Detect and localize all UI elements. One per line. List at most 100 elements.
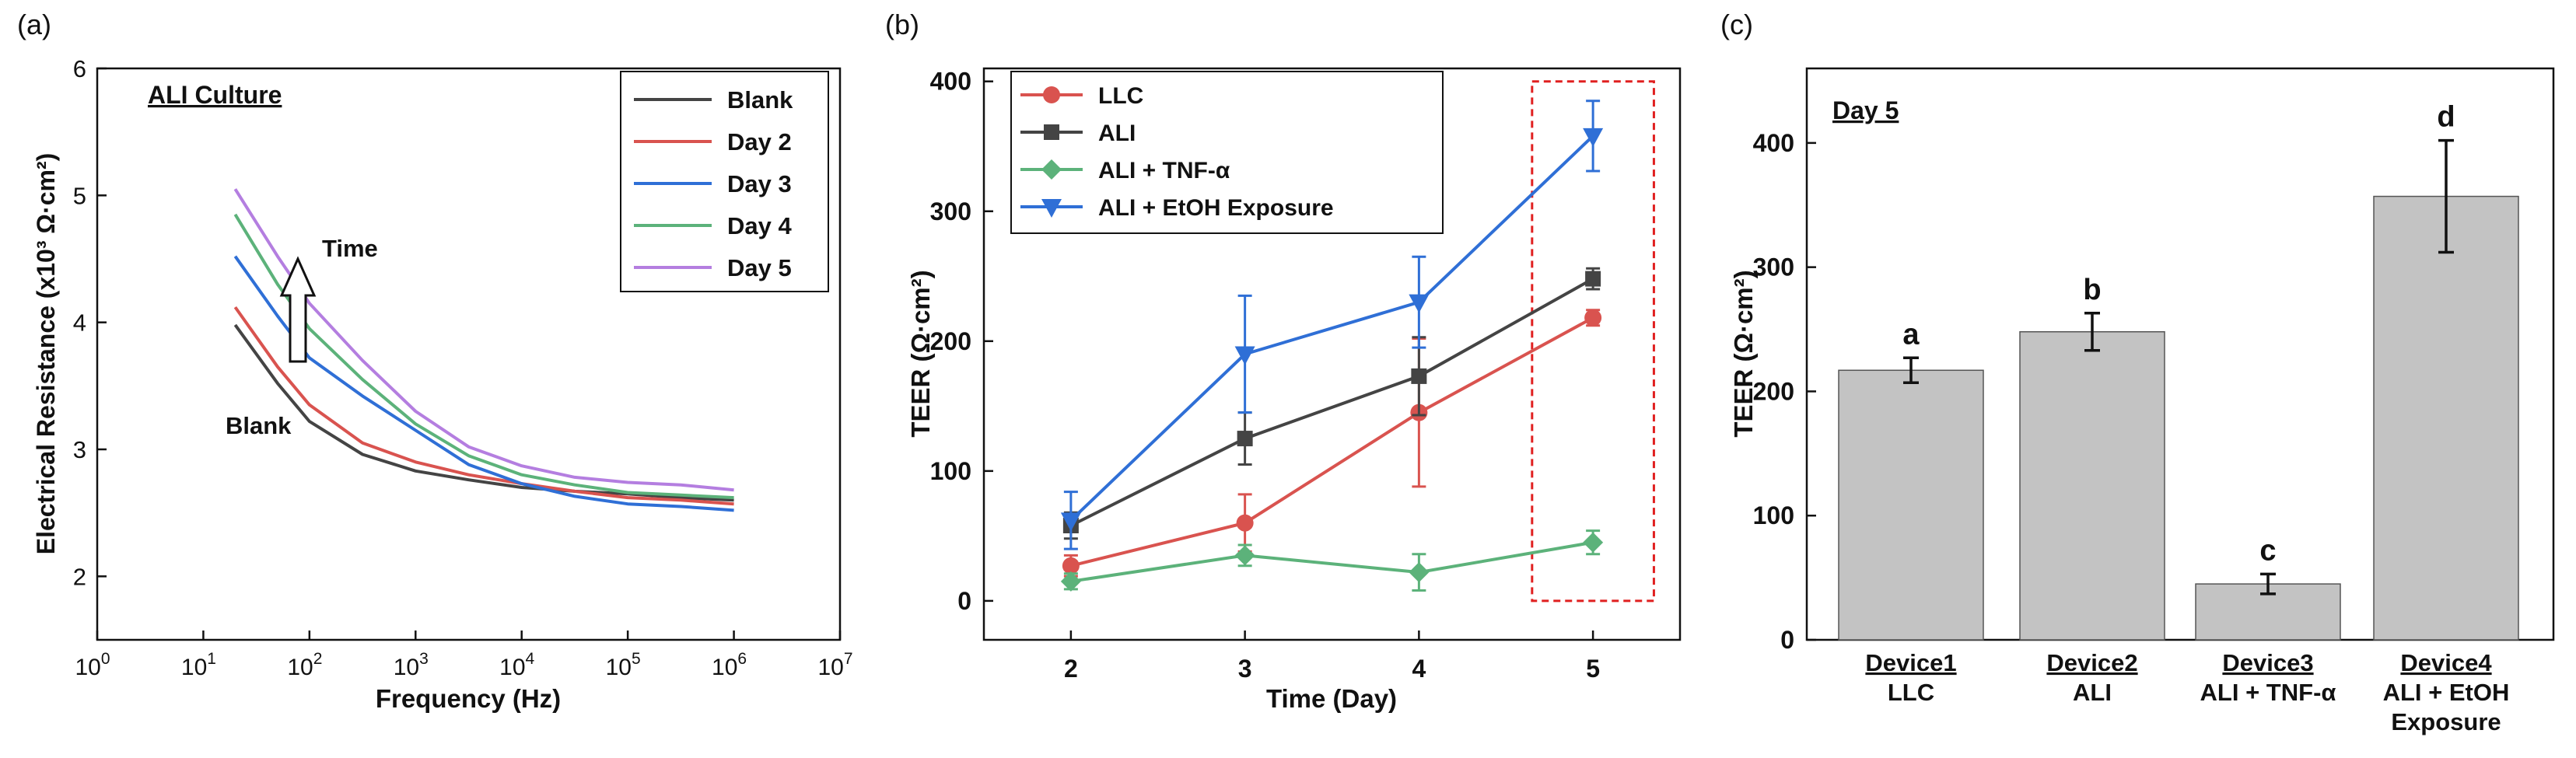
- bar: [2019, 330, 2165, 641]
- panel-b-series: [1060, 100, 1604, 592]
- x-tick-exponent: 2: [313, 650, 323, 668]
- significance-letter: d: [2437, 101, 2455, 134]
- panel-c-x-labels: Device1 LLC Device2 ALI Device3 ALI + TNF-α De…: [1865, 649, 2509, 735]
- x-tick-base: 10: [394, 655, 419, 680]
- panel-b-y-ticks: 0 100 200 300 400: [930, 68, 993, 615]
- data-point: [1236, 514, 1254, 532]
- x-tick-label: 100: [75, 650, 110, 680]
- panel-c-plot-frame: [1805, 67, 2555, 641]
- bar-group-device2: b: [2019, 274, 2165, 641]
- panel-b-legend-box: [1010, 71, 1444, 234]
- data-point: [1062, 557, 1080, 575]
- y-tick-label: 300: [930, 197, 971, 225]
- series-ali-etoh-exposure: [1060, 100, 1604, 550]
- panel-a-annotation-title: ALI Culture: [148, 81, 282, 109]
- y-tick-label: 0: [957, 587, 971, 615]
- y-tick-label: 2: [73, 563, 86, 590]
- x-tick-exponent: 4: [526, 650, 535, 668]
- series-line: [1070, 316, 1594, 568]
- series-line-blank: [233, 323, 734, 502]
- x-tick-label: 104: [499, 650, 534, 680]
- y-tick-label: 6: [73, 55, 86, 82]
- x-tick-label: 5: [1586, 655, 1600, 683]
- legend-label: ALI + EtOH Exposure: [1098, 195, 1334, 221]
- bar-group-device4: d: [2373, 101, 2519, 641]
- category-condition-label-2: Exposure: [2391, 708, 2501, 735]
- category-device-label: Device3: [2222, 649, 2313, 676]
- panel-b-plot-frame: [982, 67, 1682, 641]
- x-tick-label: 3: [1238, 655, 1252, 683]
- time-annotation: Time: [322, 235, 378, 262]
- legend-label: ALI: [1098, 121, 1136, 146]
- category-condition-label: ALI + EtOH: [2383, 679, 2510, 706]
- legend-swatch-marker: [1043, 86, 1060, 103]
- series-line-day-2: [233, 306, 734, 506]
- panel-a-legend-items: Blank Day 2 Day 3 Day 4 Day 5: [634, 86, 793, 281]
- legend-label: Blank: [727, 86, 793, 114]
- y-tick-label: 400: [930, 68, 971, 96]
- panel-c-annotation-title: Day 5: [1832, 96, 1899, 124]
- x-tick-base: 10: [287, 655, 313, 680]
- y-tick-label: 0: [1780, 626, 1794, 654]
- y-tick-label: 100: [930, 457, 971, 485]
- x-tick-label: 2: [1064, 655, 1078, 683]
- panel-a-x-axis-label: Frequency (Hz): [376, 684, 561, 713]
- x-tick-label: 107: [817, 650, 852, 680]
- x-tick-exponent: 0: [101, 650, 110, 668]
- x-tick-base: 10: [817, 655, 843, 680]
- panel-b-legend: LLC ALI ALI + TNF-α ALI + EtOH Exposure: [1010, 71, 1444, 234]
- x-tick-base: 10: [499, 655, 525, 680]
- day5-highlight-box: [1531, 80, 1655, 603]
- category-device-label: Device1: [1865, 649, 1956, 676]
- data-point: [1583, 127, 1604, 147]
- legend-label: Day 5: [727, 254, 792, 281]
- panel-a-legend-box: [620, 71, 829, 292]
- legend-label: Day 4: [727, 212, 792, 239]
- legend-swatch-marker: [1044, 124, 1059, 140]
- panel-c-y-axis-label: TEER (Ω·cm²): [1729, 270, 1758, 437]
- legend-label: ALI + TNF-α: [1098, 158, 1230, 183]
- y-tick-label: 5: [73, 182, 86, 209]
- x-tick-base: 10: [606, 655, 632, 680]
- panel-b-y-axis-label: TEER (Ω·cm²): [906, 270, 935, 437]
- panel-a: (a) ALI Culture 100 101 102 103 104 105 106 107…: [17, 9, 853, 713]
- panel-a-x-ticks: 100 101 102 103 104 105 106 107: [75, 631, 853, 680]
- x-tick-base: 10: [712, 655, 737, 680]
- legend-swatch-marker: [1041, 199, 1062, 218]
- panel-b-x-ticks: 2 3 4 5: [1064, 631, 1600, 683]
- significance-letter: c: [2259, 534, 2276, 567]
- panel-a-label: (a): [17, 9, 51, 40]
- panel-c-label: (c): [1720, 9, 1753, 40]
- category-device-label: Device2: [2046, 649, 2137, 676]
- data-point: [1584, 309, 1602, 327]
- data-point: [1060, 512, 1081, 532]
- x-tick-label: 103: [394, 650, 429, 680]
- significance-letter: b: [2083, 274, 2101, 306]
- legend-label: Day 2: [727, 128, 792, 155]
- y-tick-label: 4: [73, 309, 86, 337]
- data-point: [1237, 431, 1253, 447]
- panel-b-legend-items: LLC ALI ALI + TNF-α ALI + EtOH Exposure: [1020, 83, 1334, 221]
- x-tick-label: 105: [606, 650, 641, 680]
- data-point: [1411, 368, 1427, 384]
- x-tick-exponent: 7: [844, 650, 853, 668]
- panel-b: (b) 2 3 4 5 0 100 200 300 400 LLC ALI ALI + TNF-α…: [885, 9, 1682, 713]
- category-condition-label: ALI + TNF-α: [2200, 679, 2336, 706]
- legend-swatch-marker: [1041, 159, 1062, 180]
- panel-c-y-ticks: 0 100 200 300 400: [1753, 129, 1816, 654]
- significance-letter: a: [1902, 318, 1920, 351]
- bar-group-device3: c: [2195, 534, 2341, 641]
- panel-c-bars: a b c d: [1838, 101, 2519, 641]
- series-llc: [1062, 309, 1602, 578]
- data-point: [1585, 271, 1601, 287]
- category-device-label: Device4: [2400, 649, 2492, 676]
- y-tick-label: 200: [1753, 377, 1794, 405]
- series-line: [1069, 134, 1594, 522]
- data-point: [1583, 532, 1604, 553]
- legend-label: LLC: [1098, 83, 1143, 109]
- x-tick-label: 106: [712, 650, 747, 680]
- bar: [2373, 195, 2519, 641]
- y-tick-label: 3: [73, 436, 86, 463]
